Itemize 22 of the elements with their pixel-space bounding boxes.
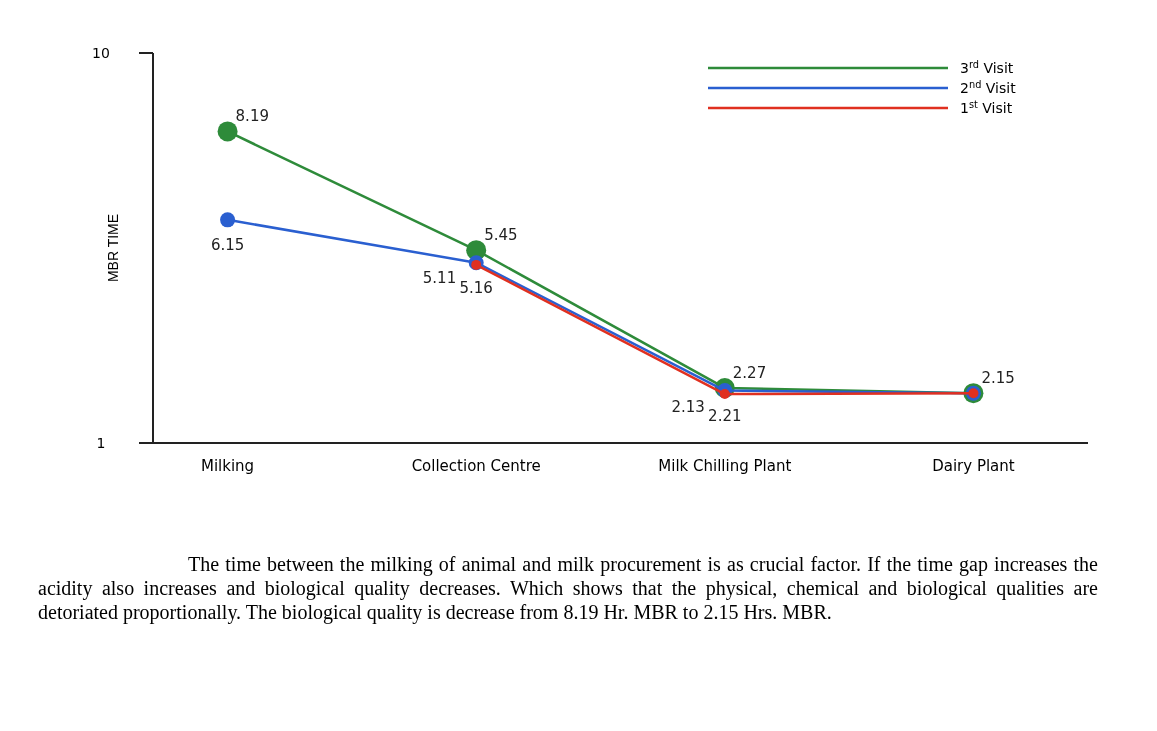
y-tick-label: 10: [92, 44, 110, 61]
x-tick-label: Collection Centre: [411, 457, 541, 475]
x-tick-label: Milk Chilling Plant: [658, 457, 792, 475]
y-axis-title: MBR TIME: [105, 213, 121, 283]
x-tick-label: Dairy Plant: [932, 457, 1015, 475]
y-tick-label: 1: [96, 434, 106, 451]
point: [220, 212, 236, 228]
data-label: 2.21: [708, 406, 742, 425]
data-label: 2.15: [981, 369, 1015, 388]
data-label: 2.27: [732, 363, 767, 382]
text: 3$^{rd}$ Visit: [960, 58, 1014, 76]
x-tick-label: Milking: [201, 457, 255, 475]
data-label: 5.11: [422, 268, 457, 287]
data-label: 5.16: [459, 278, 493, 297]
text: 1$^{st}$ Visit: [960, 98, 1013, 116]
data-label: 2.13: [671, 398, 705, 417]
data-label: 5.45: [484, 226, 518, 245]
text: The time between the milking of animal and milk procurement is as crucial factor. If the time gap increases the acidity also increases and biological quality decreases. Which shows that the physical, chemical and biological qualities are detoriated proportionally. The biological quality is decrease from 8.19 Hr. MBR to 2.15 Hrs. MBR.: [38, 552, 1098, 624]
data-label: 8.19: [235, 107, 269, 126]
text: 2$^{nd}$ Visit: [960, 78, 1017, 96]
point: [217, 121, 238, 142]
data-label: 6.15: [210, 235, 245, 254]
